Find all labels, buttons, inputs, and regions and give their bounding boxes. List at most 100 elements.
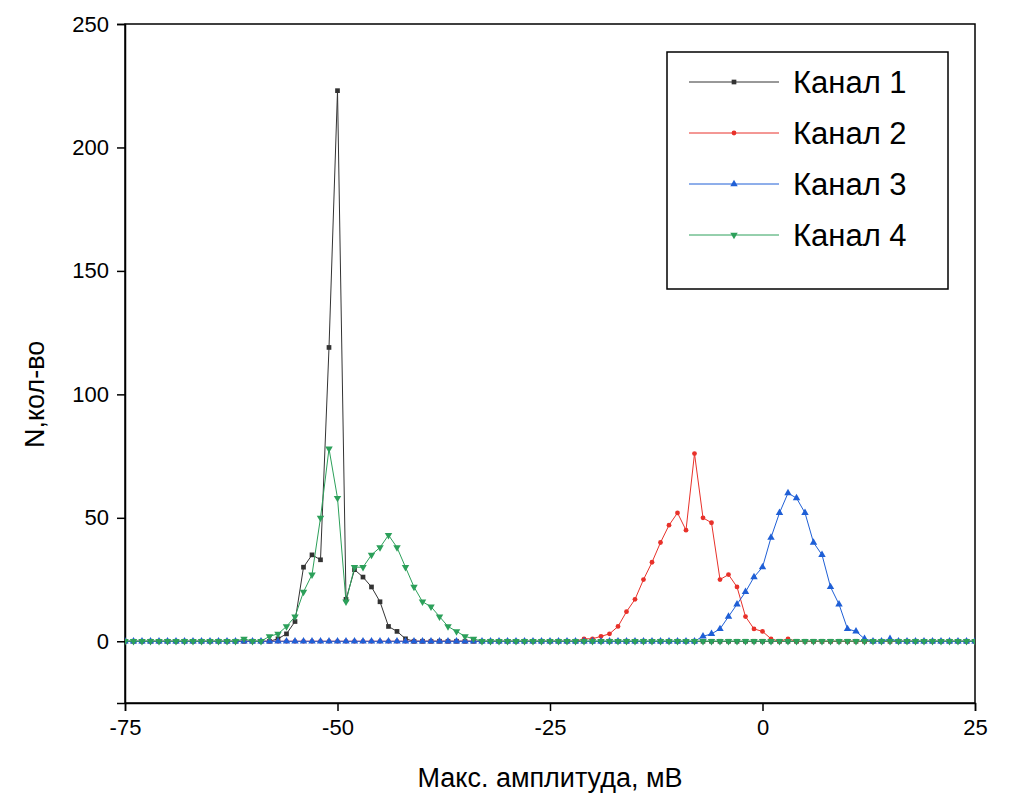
tick-label: 25 [963, 715, 987, 740]
tick-label: -50 [322, 715, 354, 740]
marker [692, 451, 697, 456]
marker [641, 577, 646, 582]
marker [478, 639, 485, 645]
marker [342, 637, 349, 643]
marker [631, 639, 638, 645]
marker [810, 538, 817, 544]
marker [750, 639, 757, 645]
marker [215, 639, 222, 645]
marker [709, 520, 714, 525]
marker [436, 637, 443, 643]
marker [699, 632, 706, 638]
marker [318, 557, 323, 562]
marker [743, 614, 748, 619]
marker [232, 639, 239, 645]
marker [125, 639, 129, 645]
marker [386, 624, 391, 629]
tick-label: 0 [97, 629, 109, 654]
marker [317, 516, 324, 522]
plot-frame [125, 24, 975, 703]
marker [359, 565, 366, 571]
marker [733, 639, 740, 645]
legend-entry: Канал 3 [689, 167, 907, 202]
axis-line [126, 704, 976, 712]
marker [351, 565, 358, 571]
marker [368, 637, 375, 643]
marker [427, 637, 434, 643]
marker [274, 632, 281, 638]
marker [674, 639, 681, 645]
tick: 100 [72, 382, 125, 407]
marker [767, 639, 774, 645]
marker [504, 639, 511, 645]
marker [342, 600, 349, 606]
marker [597, 639, 604, 645]
marker [419, 637, 426, 643]
marker [640, 639, 647, 645]
marker [206, 639, 213, 645]
marker [844, 625, 851, 631]
marker [886, 639, 893, 645]
marker [327, 345, 332, 350]
marker [266, 634, 273, 640]
marker [818, 551, 825, 557]
marker [614, 639, 621, 645]
marker [861, 639, 868, 645]
marker [852, 639, 859, 645]
marker [750, 573, 757, 579]
marker [937, 639, 944, 645]
marker [393, 637, 400, 643]
marker [675, 510, 680, 515]
marker [130, 639, 137, 645]
marker [827, 639, 834, 645]
marker [726, 572, 731, 577]
marker [810, 639, 817, 645]
tick-label: 250 [72, 12, 109, 37]
marker [760, 629, 765, 634]
marker [895, 639, 902, 645]
marker [385, 637, 392, 643]
series-line [125, 91, 975, 642]
marker [852, 627, 859, 633]
marker [589, 639, 596, 645]
marker [776, 509, 783, 515]
marker [667, 523, 672, 528]
tick-label: 50 [85, 505, 109, 530]
marker [317, 637, 324, 643]
marker [300, 590, 307, 596]
marker [181, 639, 188, 645]
marker [607, 631, 612, 636]
marker [512, 639, 519, 645]
marker [633, 597, 638, 602]
marker [718, 577, 723, 582]
marker [742, 639, 749, 645]
marker [470, 637, 477, 643]
marker [657, 639, 664, 645]
marker [784, 639, 791, 645]
marker [701, 515, 706, 520]
legend-label: Канал 3 [793, 167, 907, 202]
tick-mark [117, 147, 125, 149]
marker [835, 639, 842, 645]
marker [376, 545, 383, 551]
marker [461, 634, 468, 640]
legend-label: Канал 2 [793, 116, 907, 151]
marker [563, 639, 570, 645]
marker [606, 639, 613, 645]
tick: 250 [72, 12, 125, 37]
tick: -75 [110, 703, 142, 740]
marker [650, 560, 655, 565]
tick-label: 0 [757, 715, 769, 740]
marker [334, 637, 341, 643]
chart: -75-50-25025050100150200250Канал 1Канал … [0, 0, 1029, 809]
marker [784, 489, 791, 495]
marker [623, 639, 630, 645]
marker [361, 575, 366, 580]
legend: Канал 1Канал 2Канал 3Канал 4 [667, 52, 948, 289]
y-axis-title: N,кол-во [20, 341, 50, 448]
marker [436, 614, 443, 620]
marker [257, 639, 264, 645]
tick-mark [117, 24, 125, 26]
marker [546, 639, 553, 645]
tick: 25 [963, 703, 987, 740]
